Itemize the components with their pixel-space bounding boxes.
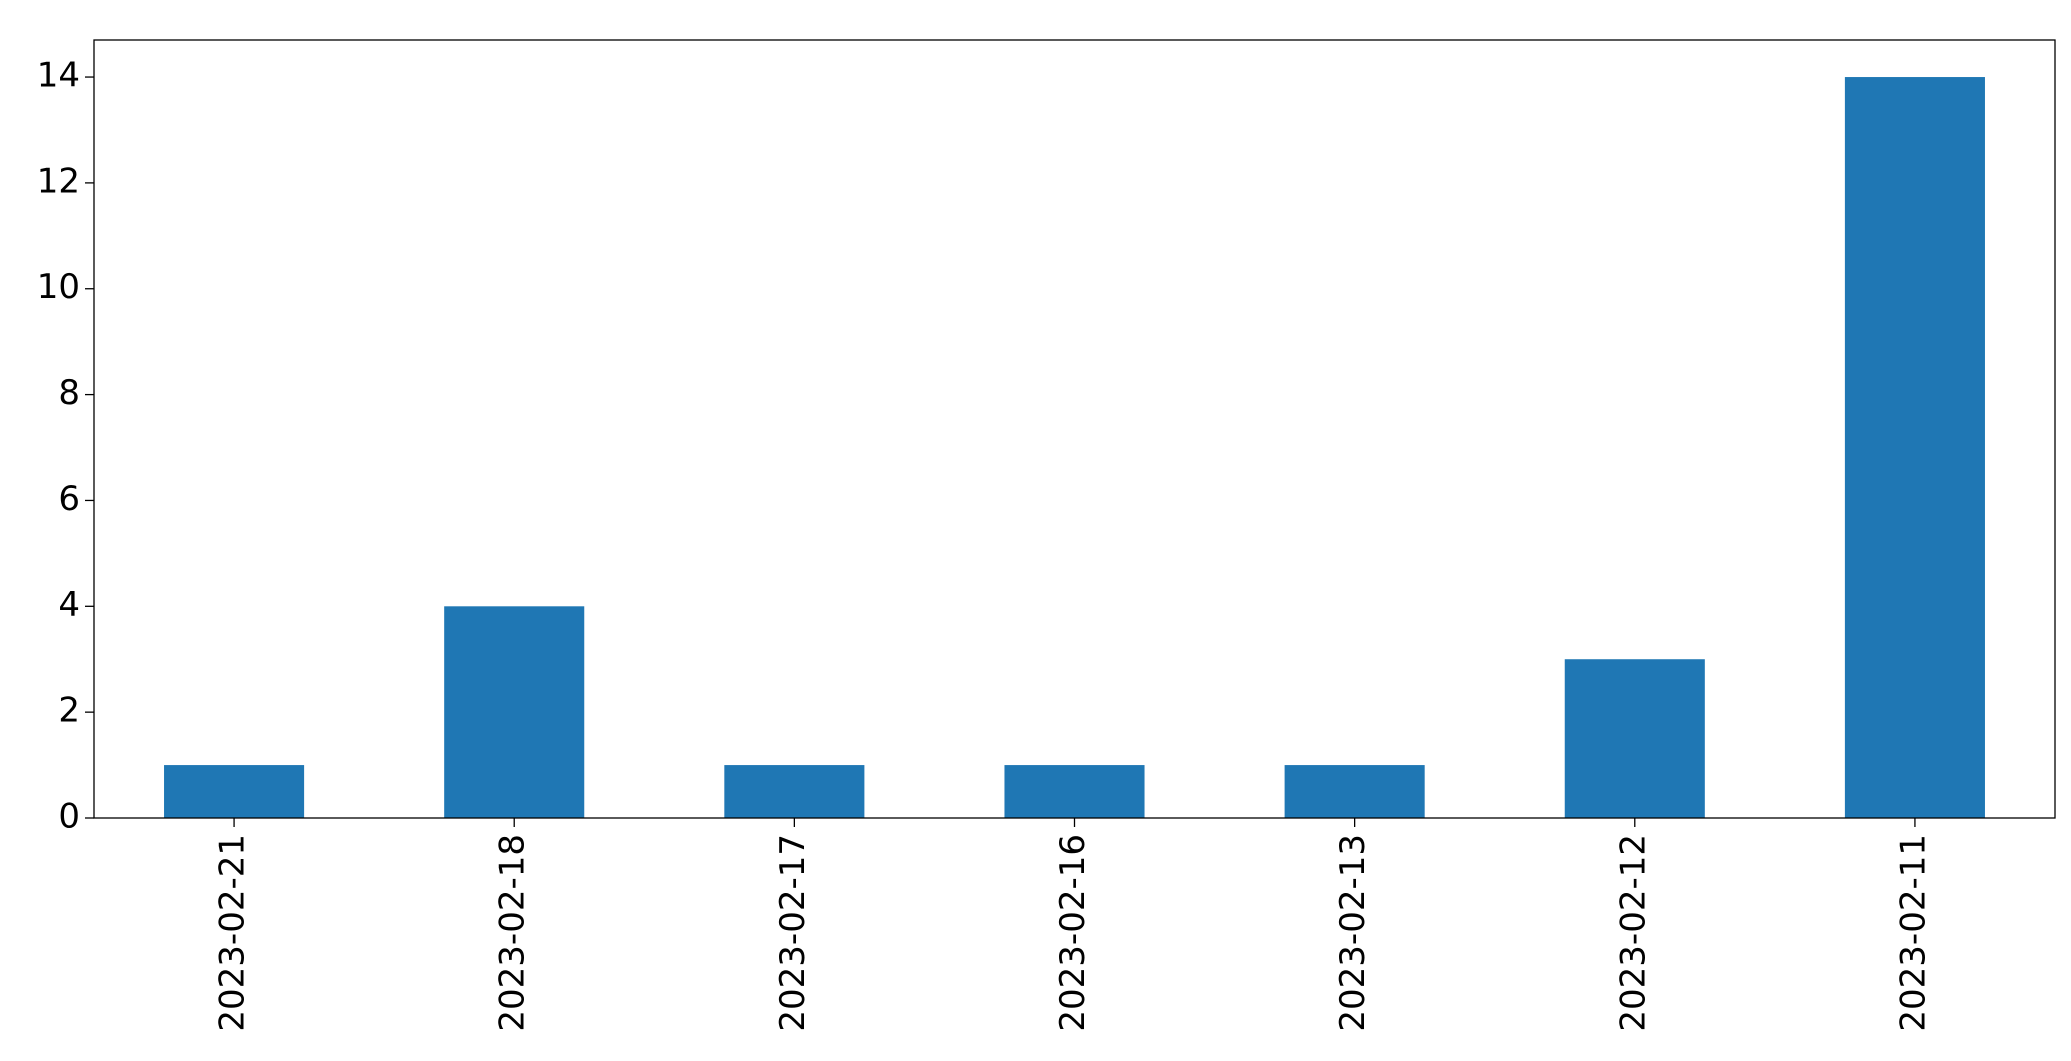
bar xyxy=(164,765,305,818)
plot-frame xyxy=(93,39,2056,819)
y-tick-label: 4 xyxy=(58,585,80,625)
y-tick-label: 0 xyxy=(58,797,80,837)
bar xyxy=(1844,77,1985,819)
bar xyxy=(724,765,865,818)
y-tick-label: 14 xyxy=(37,56,80,96)
x-tick-label: 2023-02-13 xyxy=(1333,834,1373,1032)
x-tick-label: 2023-02-17 xyxy=(773,834,813,1032)
x-tick-label: 2023-02-16 xyxy=(1053,834,1093,1032)
y-tick-label: 2 xyxy=(58,691,80,731)
x-tick-label: 2023-02-18 xyxy=(493,834,533,1032)
y-tick-label: 12 xyxy=(37,161,80,201)
bar xyxy=(1004,765,1145,818)
x-tick-label: 2023-02-21 xyxy=(213,834,253,1032)
bar xyxy=(1564,659,1705,818)
bar xyxy=(444,606,585,818)
y-tick-label: 8 xyxy=(58,373,80,413)
y-tick-label: 6 xyxy=(58,479,80,519)
x-tick-label: 2023-02-11 xyxy=(1893,834,1933,1032)
bar xyxy=(1284,765,1425,818)
y-tick-label: 10 xyxy=(37,267,80,307)
x-tick-label: 2023-02-12 xyxy=(1613,834,1653,1032)
